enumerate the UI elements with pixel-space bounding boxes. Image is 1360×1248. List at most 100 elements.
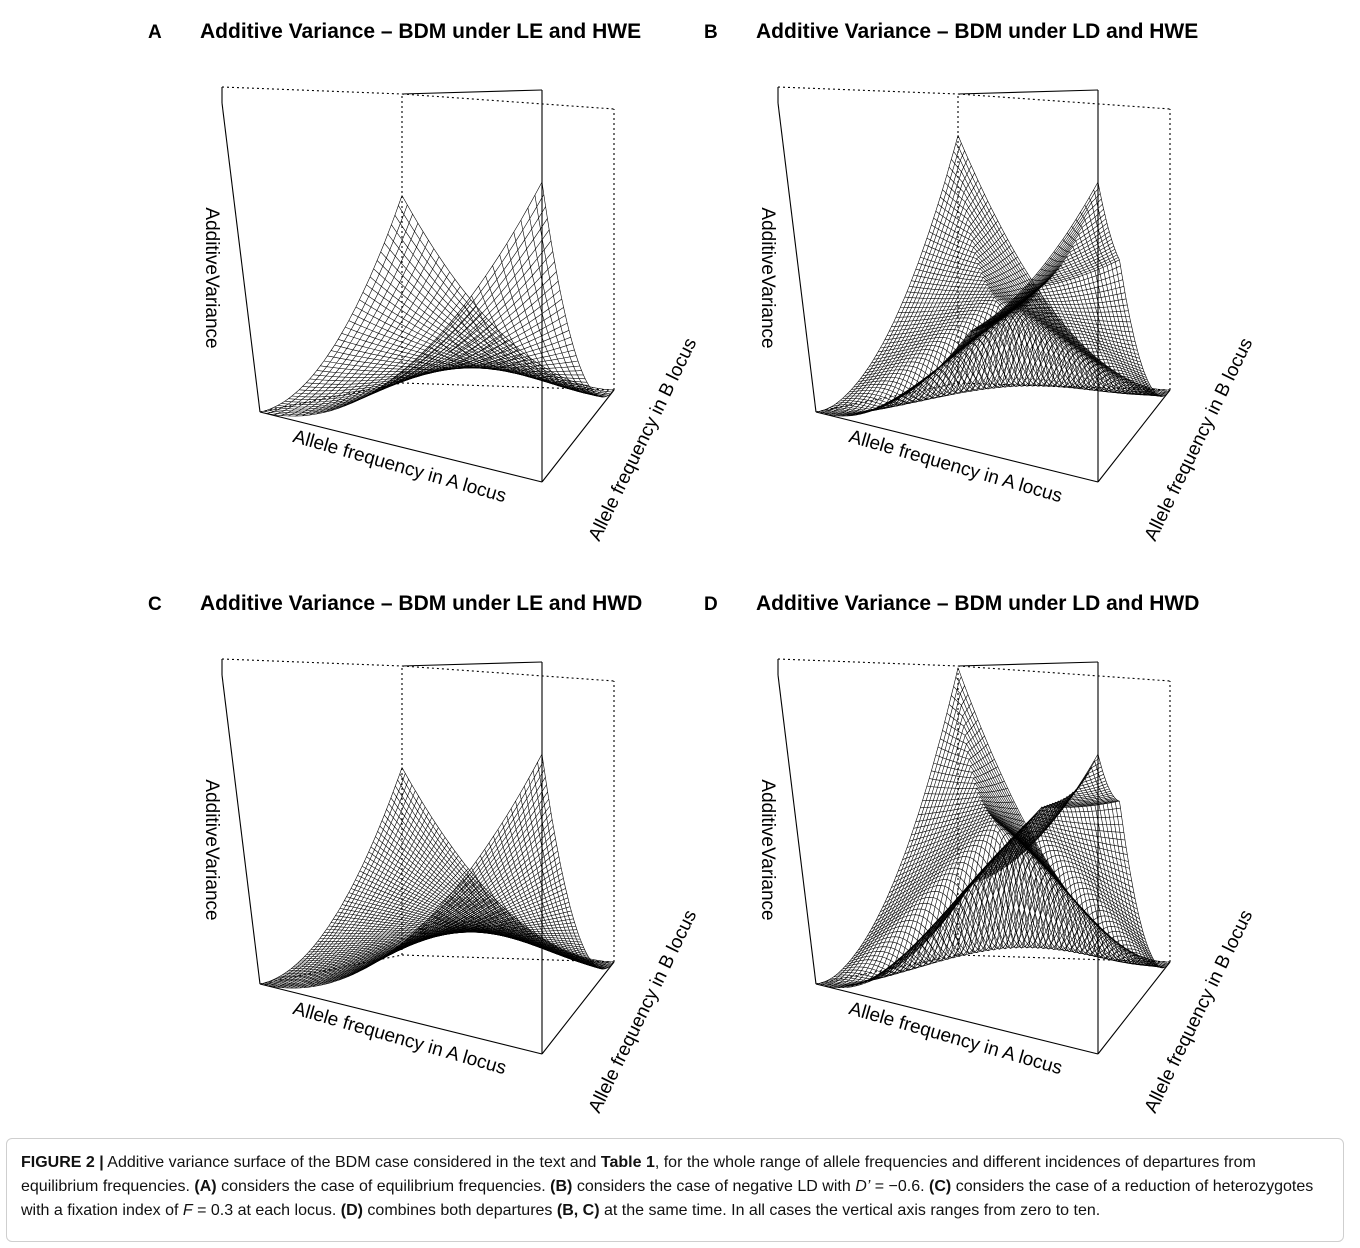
surface-line <box>829 694 969 987</box>
surface-line <box>889 856 1136 949</box>
surface-line <box>906 291 1145 388</box>
box-edge <box>221 674 261 985</box>
surface-line <box>274 229 550 410</box>
surface-line <box>951 159 1167 395</box>
surface-line <box>1066 788 1147 965</box>
surface-line <box>429 345 530 369</box>
surface-line <box>267 206 546 414</box>
caption-text: considers the case of equilibrium freque… <box>216 1178 551 1195</box>
surface-line <box>906 817 1145 951</box>
surface-line <box>909 814 1146 952</box>
caption-text: at the same time. In all cases the verti… <box>599 1202 1101 1219</box>
panel-a: A Additive Variance – BDM under LE and H… <box>130 10 750 550</box>
caption-symbol-d: D’ <box>855 1178 871 1195</box>
surface-line <box>436 338 535 371</box>
surface-line <box>900 829 1141 949</box>
x-axis-label: Allele frequency in A locus <box>847 426 1065 507</box>
surface-line <box>399 773 613 964</box>
surface-line <box>924 244 1154 392</box>
surface-line <box>909 286 1146 388</box>
box-edge <box>221 86 403 95</box>
surface-line <box>401 195 615 391</box>
box-edge <box>815 954 959 985</box>
surface-line <box>1001 296 1098 388</box>
surface-line <box>1031 802 1121 959</box>
surface-line <box>904 820 1144 950</box>
surface-line <box>898 306 1140 387</box>
surface-line <box>259 767 403 985</box>
surface-line <box>1071 226 1151 396</box>
caption-table-ref: Table 1 <box>600 1154 655 1171</box>
box-edge <box>957 93 1171 110</box>
box-edge <box>541 389 615 483</box>
surface-plot-c: Allele frequency in A locus Allele freque… <box>201 658 702 1116</box>
surface-line <box>427 919 528 934</box>
surface-line <box>282 825 554 976</box>
caption-text: = 0.3 at each locus. <box>192 1202 341 1219</box>
caption-text: considers the case of negative LD with <box>572 1178 856 1195</box>
surface-line <box>520 220 599 394</box>
surface-line <box>1097 753 1171 969</box>
surface-line <box>935 210 1159 396</box>
surface-line <box>532 770 608 968</box>
surface-line <box>421 352 525 369</box>
surface-line <box>911 280 1147 389</box>
y-axis-label: Allele frequency in B locus <box>1141 907 1258 1116</box>
box-edge <box>221 102 261 413</box>
x-axis-label: Allele frequency in A locus <box>291 998 509 1079</box>
surface-line <box>918 262 1150 390</box>
surface-line <box>1071 785 1151 966</box>
surface-line <box>940 196 1162 397</box>
surface-line <box>391 224 609 396</box>
surface-line <box>1062 239 1144 395</box>
box-edge <box>815 382 959 413</box>
surface-line <box>348 320 588 383</box>
surface-line <box>957 135 1171 391</box>
surface-line <box>541 753 615 970</box>
surface-line <box>955 677 1169 964</box>
surface-line <box>895 839 1139 949</box>
surface-line <box>384 242 606 398</box>
panel-title: Additive Variance – BDM under LE and HWE <box>200 20 642 43</box>
surface-line <box>895 310 1139 387</box>
box-edge <box>957 89 1099 95</box>
box-edge <box>957 661 1099 667</box>
surface-line <box>267 204 408 414</box>
surface-line <box>337 286 461 409</box>
surface-line <box>911 812 1147 953</box>
surface-line <box>534 195 609 397</box>
surface-line <box>394 215 611 395</box>
panel-title: Additive Variance – BDM under LD and HWD <box>756 592 1200 615</box>
box-edge <box>777 658 959 667</box>
caption-symbol-f: F <box>182 1202 193 1219</box>
surface-line <box>1093 760 1167 968</box>
y-axis-label: Allele frequency in B locus <box>585 907 702 1116</box>
surface-line <box>891 850 1137 949</box>
surface-line <box>942 189 1163 397</box>
surface-line <box>1093 189 1167 397</box>
caption-ref-c: (C) <box>929 1178 952 1195</box>
surface-line <box>1040 800 1128 961</box>
surface-line <box>1036 801 1124 960</box>
surface-line <box>295 290 561 395</box>
surface-line <box>513 231 593 393</box>
z-axis-label: AdditiveVariance <box>757 207 778 348</box>
box-edge <box>221 658 403 667</box>
surface-line <box>443 330 540 372</box>
panel-letter: B <box>704 22 718 43</box>
surface-line <box>838 231 1110 409</box>
caption-text: = −0.6. <box>870 1178 930 1195</box>
box-edge <box>401 89 543 95</box>
surface-line <box>386 809 607 969</box>
surface-line <box>281 251 554 405</box>
surface-line <box>1080 212 1158 396</box>
surface-line <box>893 845 1138 949</box>
surface-line <box>388 803 608 969</box>
panel-d: D Additive Variance – BDM under LD and H… <box>686 582 1306 1122</box>
surface-line <box>937 203 1160 397</box>
surface-line <box>820 676 962 986</box>
surface-line <box>1053 251 1138 394</box>
surface-line <box>1075 219 1154 396</box>
y-axis-label: Allele frequency in B locus <box>1141 335 1258 544</box>
panel-title: Additive Variance – BDM under LE and HWD <box>200 592 643 615</box>
